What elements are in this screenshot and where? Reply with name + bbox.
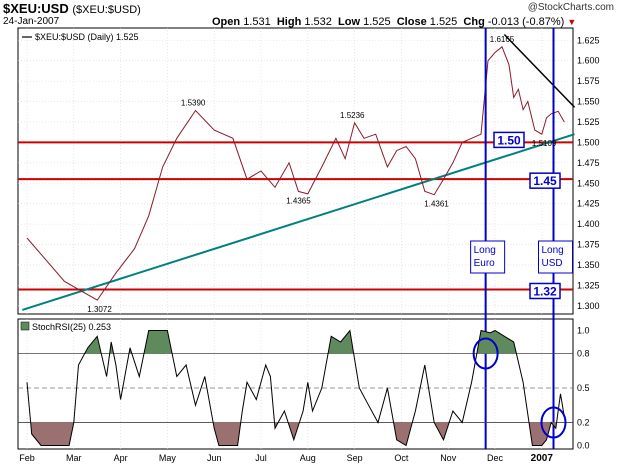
level-label-text: 1.50	[497, 133, 521, 147]
value-label: 1.6165	[490, 35, 515, 44]
rsi-tick-label: 0.8	[577, 349, 590, 359]
chart-date: 24-Jan-2007	[3, 16, 60, 27]
price-series-line	[26, 45, 565, 301]
event-label-text: Long	[474, 245, 496, 256]
x-tick-label: May	[159, 453, 177, 463]
signal-marker-circle	[540, 406, 567, 439]
event-label-text: Euro	[474, 258, 496, 269]
x-tick-label: Mar	[66, 453, 82, 463]
event-label-box	[470, 240, 506, 274]
rsi-tick-label: 0.5	[577, 383, 590, 393]
x-tick-label: Feb	[19, 453, 35, 463]
level-label-text: 1.45	[533, 174, 557, 188]
rsi-tick-label: 0.0	[577, 441, 590, 451]
price-tick-label: 1.375	[577, 240, 600, 250]
price-tick-label: 1.350	[577, 260, 600, 270]
x-tick-label: Oct	[394, 453, 409, 463]
rsi-tick-label: 0.2	[577, 418, 590, 428]
price-tick-label: 1.475	[577, 158, 600, 168]
watermark: @StockCharts.com	[527, 2, 614, 13]
symbol-title: $XEU:USD ($XEU:$USD)	[3, 1, 141, 16]
price-tick-label: 1.575	[577, 76, 600, 86]
price-tick-label: 1.625	[577, 35, 600, 45]
x-tick-label: Dec	[487, 453, 504, 463]
value-label: 1.5236	[340, 111, 365, 120]
level-label-text: 1.32	[533, 284, 557, 298]
x-tick-label: Sep	[347, 453, 363, 463]
uptrend-line	[22, 133, 575, 311]
signal-marker-circle	[472, 337, 499, 370]
x-tick-label: Jun	[207, 453, 222, 463]
level-label-box	[529, 282, 561, 300]
price-tick-label: 1.600	[577, 56, 600, 66]
x-tick-label: Apr	[114, 453, 128, 463]
price-tick-label: 1.525	[577, 117, 600, 127]
x-tick-label: Nov	[440, 453, 457, 463]
down-triangle-icon: ▼	[567, 17, 577, 27]
rsi-series-line	[26, 329, 565, 447]
price-tick-label: 1.550	[577, 97, 600, 107]
downtrend-line	[503, 34, 576, 108]
rsi-legend-text: StochRSI(25) 0.253	[32, 322, 111, 332]
x-tick-label: Jul	[255, 453, 267, 463]
value-label: 1.4361	[424, 200, 449, 209]
price-tick-label: 1.325	[577, 280, 600, 290]
value-label: 1.4365	[286, 196, 311, 205]
x-tick-label: Aug	[300, 453, 316, 463]
event-label-text: Long	[542, 245, 564, 256]
level-label-box	[493, 131, 525, 149]
price-tick-label: 1.425	[577, 199, 600, 209]
rsi-tick-label: 1.0	[577, 326, 590, 336]
rsi-legend-swatch	[20, 321, 30, 331]
event-label-text: USD	[542, 258, 563, 269]
event-label-box	[538, 240, 573, 274]
level-label-box	[529, 172, 561, 189]
price-tick-label: 1.500	[577, 137, 600, 147]
price-tick-label: 1.300	[577, 301, 600, 311]
rsi-fill-overbought	[27, 330, 565, 354]
value-label: 1.5109	[532, 139, 557, 148]
price-tick-label: 1.400	[577, 219, 600, 229]
price-legend-text: $XEU:$USD (Daily) 1.525	[35, 32, 139, 42]
ohlc-readout: Open 1.531 High 1.532 Low 1.525 Close 1.…	[212, 16, 577, 28]
value-label: 1.3072	[87, 305, 112, 314]
price-tick-label: 1.450	[577, 178, 600, 188]
value-label: 1.5390	[181, 99, 206, 108]
x-tick-label: 2007	[531, 453, 554, 464]
